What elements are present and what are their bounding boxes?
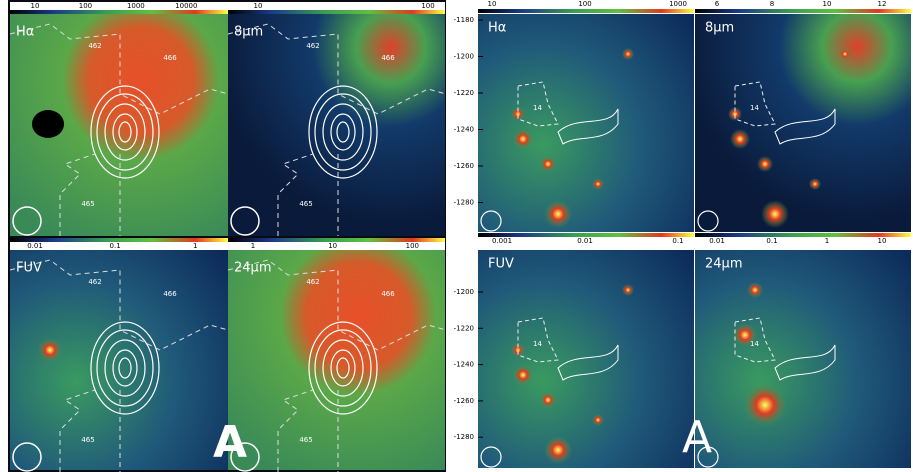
colorbar-tick-label: 10 — [878, 237, 887, 245]
y-tick-label: -1200 — [454, 288, 474, 296]
colorbar-tick-label: 0.1 — [766, 237, 777, 245]
source-spot — [544, 200, 572, 228]
colorbar-tick-label: 0.1 — [672, 237, 683, 245]
panel-label: 24μm — [705, 257, 742, 272]
source-spot — [540, 156, 556, 172]
panel-label: FUV — [488, 257, 514, 272]
panel-marker: A — [213, 417, 247, 468]
colorbar-tick-label: 100 — [421, 2, 434, 10]
region-label: 462 — [306, 42, 319, 50]
image-panel — [478, 14, 694, 232]
region-label: 14 — [750, 340, 759, 348]
source-spot — [622, 48, 634, 60]
region-label: 465 — [299, 436, 312, 444]
colorbar — [228, 10, 445, 14]
colorbar — [10, 10, 228, 14]
colorbar-tick-label: 12 — [878, 0, 887, 8]
region-label: 465 — [81, 200, 94, 208]
colorbar-tick-label: 1 — [193, 242, 197, 250]
panel-label: 8μm — [234, 25, 263, 40]
region-label: 465 — [299, 200, 312, 208]
region-label: 462 — [306, 278, 319, 286]
colorbar-tick-label: 10 — [31, 2, 40, 10]
region-label: 14 — [533, 104, 542, 112]
figure: Hα 462 466 465 8μm 462 466 465 FUV 462 466 465 24μm 4… — [0, 0, 913, 472]
image-panel — [228, 14, 445, 236]
source-spot — [809, 178, 821, 190]
region-label: 466 — [381, 54, 395, 62]
colorbar-tick-label: 1 — [825, 237, 829, 245]
panel-label: 24μm — [234, 261, 271, 276]
source-spot — [38, 338, 62, 362]
panel-label: 8μm — [705, 21, 734, 36]
colorbar-tick-label: 0.001 — [492, 237, 512, 245]
colorbar-tick-label: 6 — [715, 0, 720, 8]
colorbar-tick-label: 1 — [251, 242, 255, 250]
colorbar-tick-label: 10 — [254, 2, 263, 10]
source-spot — [544, 436, 572, 464]
region-label: 466 — [381, 290, 395, 298]
dark-blob — [32, 110, 64, 138]
source-spot — [747, 282, 763, 298]
colorbar-tick-label: 0.01 — [709, 237, 725, 245]
region-label: 462 — [88, 42, 101, 50]
source-spot — [839, 48, 851, 60]
y-tick-label: -1280 — [454, 433, 474, 441]
colorbar-tick-label: 10000 — [175, 2, 197, 10]
region-label: 14 — [533, 340, 542, 348]
colorbar-tick-label: 0.1 — [110, 242, 121, 250]
colorbar-tick-label: 0.01 — [577, 237, 593, 245]
panel-marker: A — [682, 412, 712, 463]
source-spot — [757, 156, 773, 172]
y-tick-label: -1220 — [454, 324, 474, 332]
region-label: 465 — [81, 436, 94, 444]
source-spot — [592, 178, 604, 190]
source-spot — [540, 392, 556, 408]
panel-label: FUV — [16, 261, 42, 276]
source-spot — [730, 129, 750, 149]
colorbar-tick-label: 10 — [328, 242, 337, 250]
y-tick-label: -1240 — [454, 361, 474, 369]
region-label: 14 — [750, 104, 759, 112]
image-panel — [10, 250, 228, 470]
image-panel — [478, 250, 694, 468]
image-panel — [228, 250, 445, 470]
y-tick-label: -1280 — [454, 199, 474, 207]
y-tick-label: -1260 — [454, 397, 474, 405]
y-tick-label: -1220 — [454, 89, 474, 97]
image-panel — [695, 250, 911, 468]
colorbar-tick-label: 100 — [79, 2, 92, 10]
panel-label: Hα — [488, 21, 506, 36]
source-spot — [592, 414, 604, 426]
source-spot — [622, 284, 634, 296]
source-spot — [743, 383, 787, 427]
colorbar-tick-label: 1000 — [669, 0, 687, 8]
colorbar-tick-label: 10 — [488, 0, 497, 8]
y-tick-label: -1180 — [454, 16, 474, 24]
colorbar-tick-label: 100 — [406, 242, 419, 250]
y-tick-label: -1240 — [454, 126, 474, 134]
colorbar — [478, 9, 694, 13]
colorbar-tick-label: 8 — [770, 0, 774, 8]
colorbar-tick-label: 100 — [578, 0, 591, 8]
region-label: 462 — [88, 278, 101, 286]
colorbar-tick-label: 1000 — [127, 2, 145, 10]
panel-label: Hα — [16, 25, 34, 40]
y-tick-label: -1260 — [454, 162, 474, 170]
y-tick-label: -1200 — [454, 53, 474, 61]
region-label: 466 — [163, 290, 177, 298]
colorbar-tick-label: 0.01 — [27, 242, 43, 250]
source-spot — [513, 365, 533, 385]
source-spot — [513, 129, 533, 149]
image-panel — [695, 14, 911, 232]
colorbar — [695, 9, 911, 13]
source-spot — [761, 200, 789, 228]
colorbar-tick-label: 10 — [823, 0, 832, 8]
region-label: 466 — [163, 54, 177, 62]
